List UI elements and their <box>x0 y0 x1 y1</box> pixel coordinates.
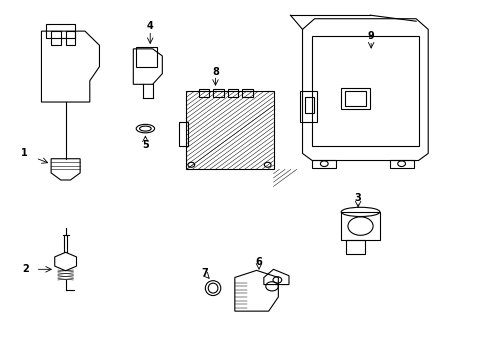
Bar <box>305 97 313 113</box>
Text: 3: 3 <box>354 193 361 203</box>
Text: 5: 5 <box>142 140 148 149</box>
Bar <box>389 160 413 168</box>
Bar <box>198 89 209 97</box>
Bar <box>136 47 157 67</box>
Text: 1: 1 <box>21 148 28 158</box>
Bar <box>65 31 75 45</box>
Ellipse shape <box>205 281 221 296</box>
Bar <box>341 88 369 109</box>
Bar <box>46 24 75 38</box>
Text: 8: 8 <box>212 67 219 77</box>
Bar <box>346 239 365 255</box>
Bar <box>311 36 418 146</box>
Text: 7: 7 <box>201 268 208 278</box>
Text: 6: 6 <box>255 257 262 267</box>
Bar <box>186 91 273 169</box>
Text: 2: 2 <box>22 264 29 274</box>
Bar <box>179 122 187 146</box>
Bar <box>242 89 252 97</box>
Bar <box>311 160 336 168</box>
Text: 9: 9 <box>367 31 374 41</box>
Bar <box>341 212 379 240</box>
Bar <box>213 89 223 97</box>
Bar <box>51 31 61 45</box>
Bar <box>227 89 238 97</box>
Text: 4: 4 <box>146 21 153 31</box>
Bar <box>345 91 366 106</box>
Bar <box>300 91 316 122</box>
